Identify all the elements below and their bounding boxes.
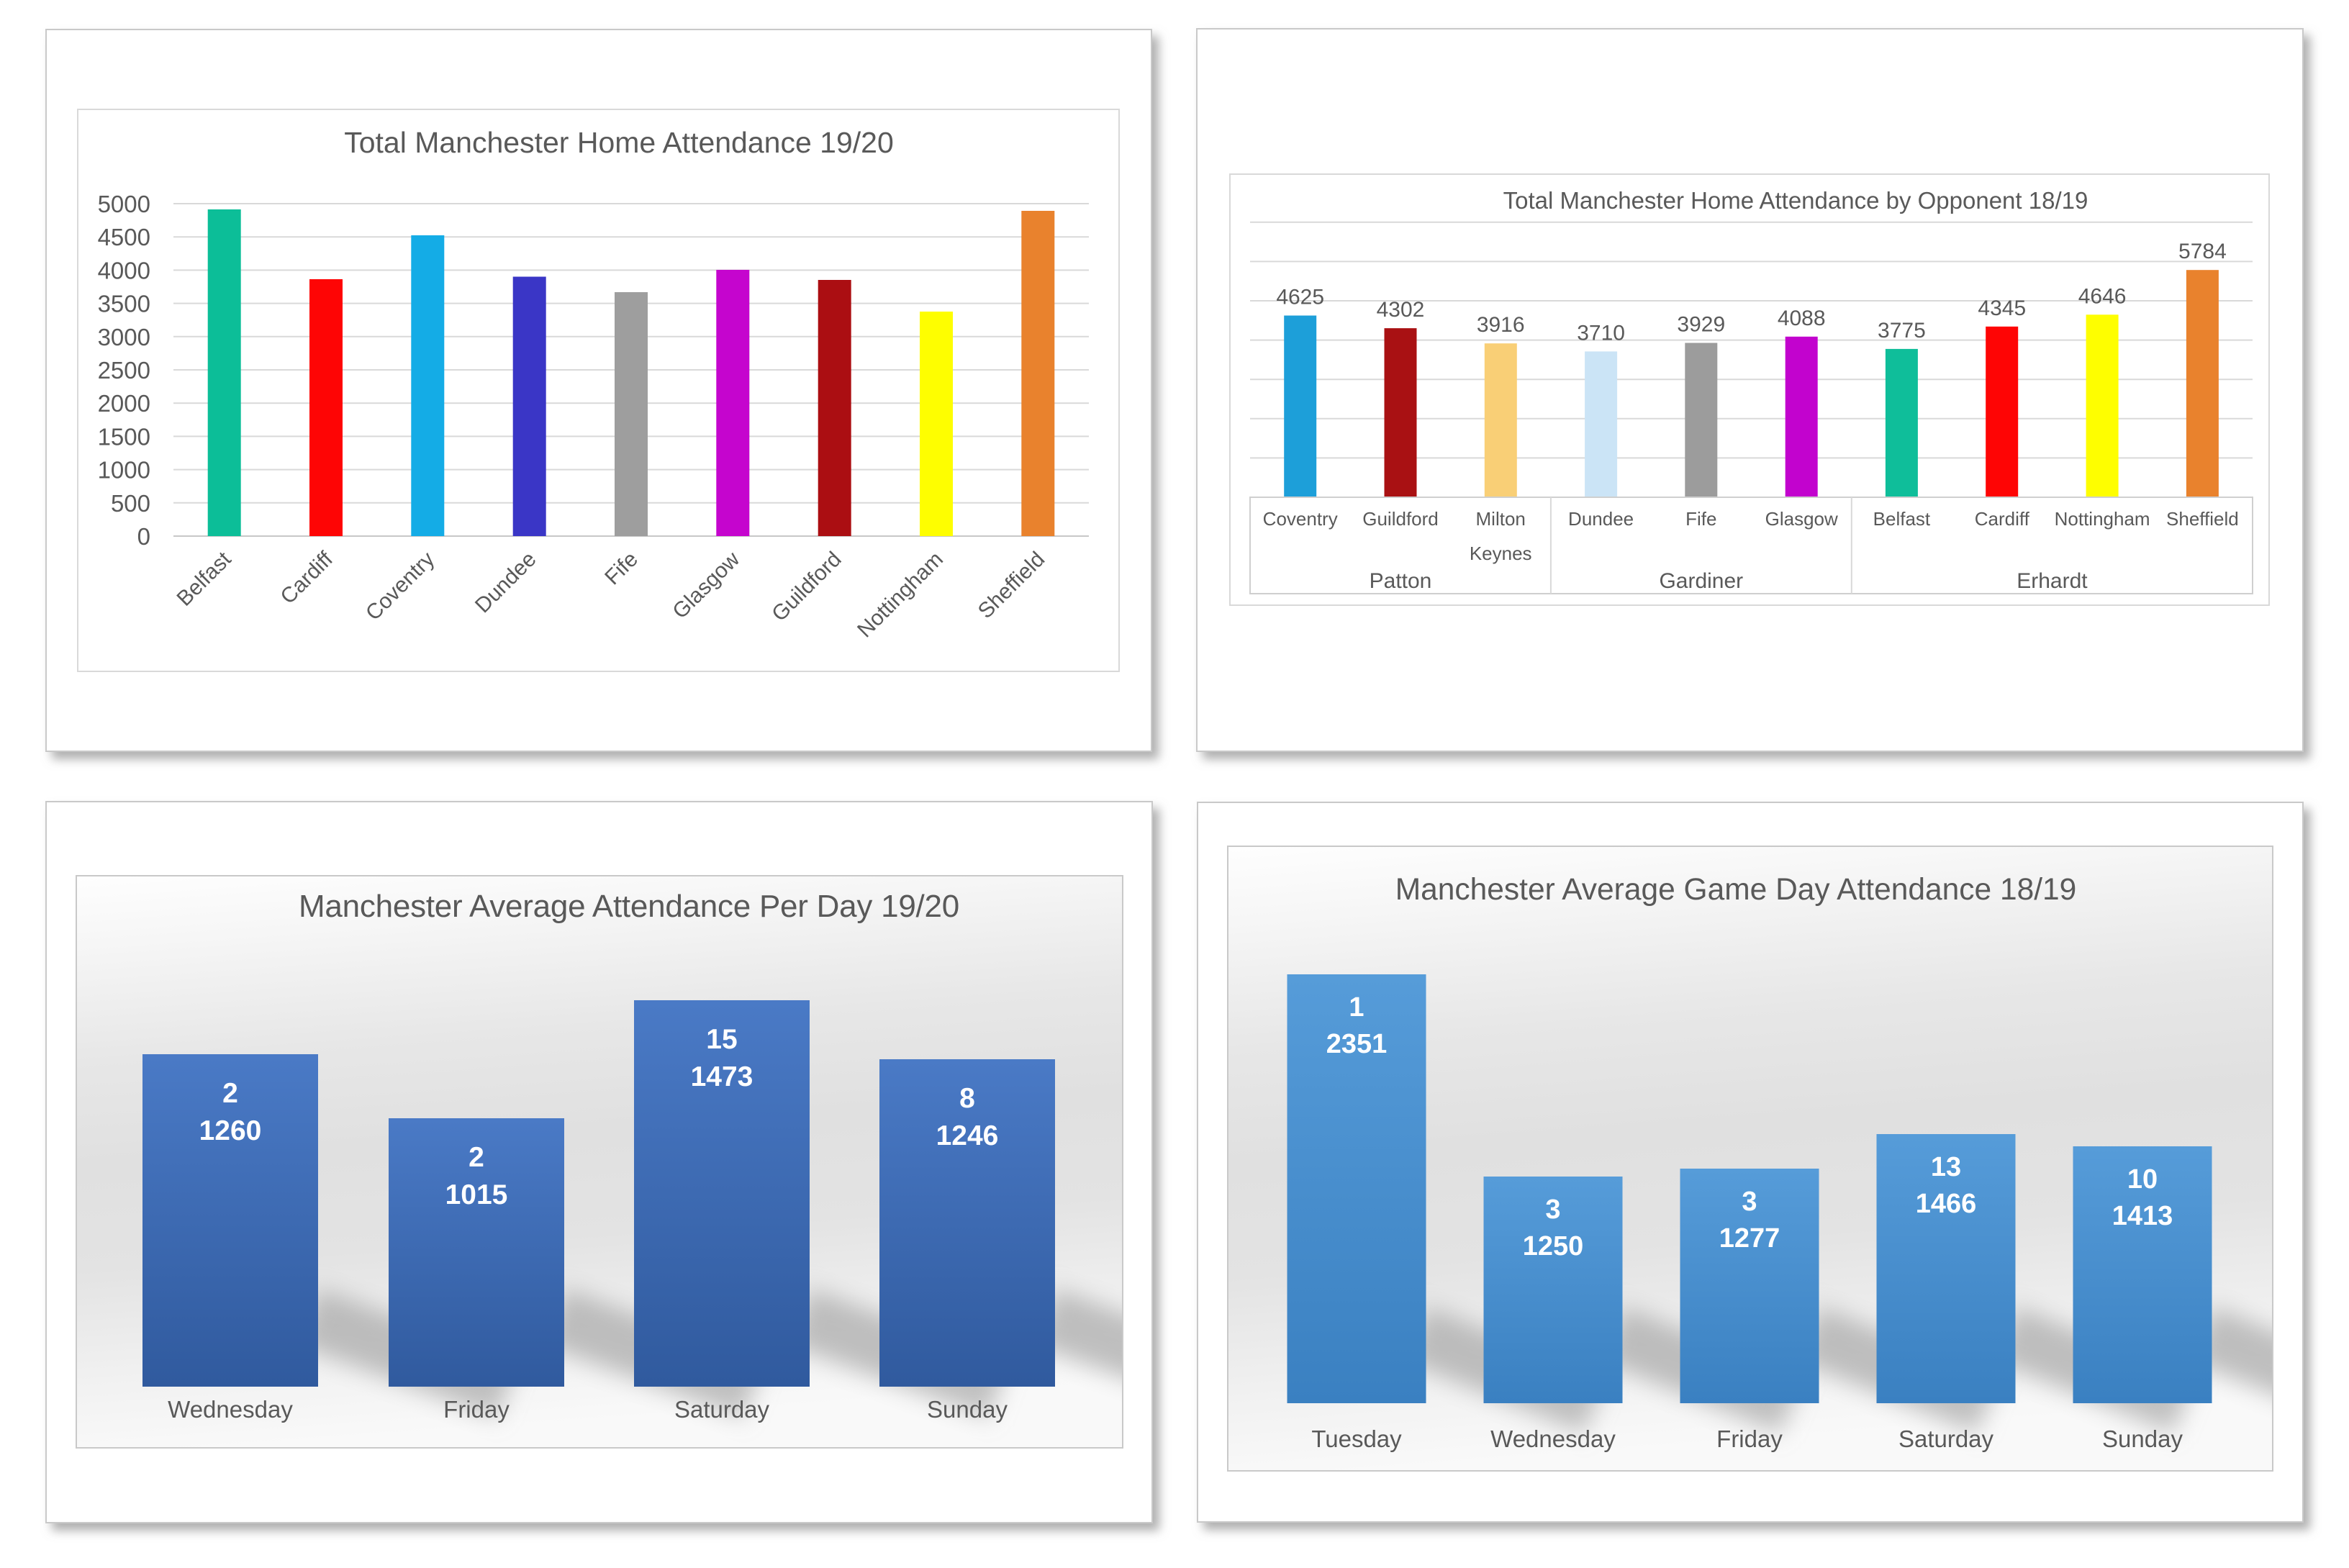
svg-text:Milton: Milton [1476,508,1526,530]
svg-text:3710: 3710 [1577,321,1625,345]
svg-text:Gardiner: Gardiner [1659,569,1743,593]
svg-text:3775: 3775 [1878,319,1926,343]
svg-text:2351: 2351 [1326,1029,1388,1059]
svg-text:2500: 2500 [98,357,150,384]
svg-text:1466: 1466 [1916,1189,1977,1219]
svg-text:4088: 4088 [1778,307,1826,330]
svg-text:3: 3 [1545,1195,1560,1225]
svg-text:Keynes: Keynes [1470,543,1532,564]
svg-text:0: 0 [137,523,150,550]
svg-text:4345: 4345 [1978,296,2026,320]
svg-text:Patton: Patton [1370,569,1432,593]
svg-text:Dundee: Dundee [1568,508,1634,530]
svg-text:Wednesday: Wednesday [1490,1426,1616,1452]
svg-text:15: 15 [706,1024,737,1055]
svg-text:Tuesday: Tuesday [1311,1426,1402,1452]
svg-text:1250: 1250 [1523,1231,1584,1261]
svg-text:Saturday: Saturday [1898,1426,1994,1452]
svg-text:Friday: Friday [1716,1426,1783,1452]
svg-text:4500: 4500 [98,224,150,250]
svg-text:4000: 4000 [98,257,150,284]
svg-text:3000: 3000 [98,324,150,350]
svg-text:Cardiff: Cardiff [1975,508,2030,530]
svg-text:4302: 4302 [1377,298,1425,322]
svg-text:5784: 5784 [2178,240,2227,263]
svg-text:1413: 1413 [2112,1201,2173,1231]
svg-text:Belfast: Belfast [1873,508,1931,530]
svg-text:Guildford: Guildford [1362,508,1439,530]
svg-text:Manchester Average Attendance: Manchester Average Attendance Per Day 19… [299,889,959,924]
svg-text:Nottingham: Nottingham [2055,508,2150,530]
svg-text:Fife: Fife [1685,508,1716,530]
svg-text:1246: 1246 [936,1120,999,1151]
svg-text:1500: 1500 [98,423,150,450]
svg-text:13: 13 [1931,1152,1961,1182]
svg-text:Coventry: Coventry [1263,508,1338,530]
svg-text:Glasgow: Glasgow [1765,508,1838,530]
svg-text:3500: 3500 [98,291,150,317]
svg-text:1015: 1015 [445,1179,508,1210]
svg-text:8: 8 [959,1083,975,1114]
svg-text:Sunday: Sunday [927,1396,1008,1423]
svg-text:Saturday: Saturday [674,1396,770,1423]
svg-text:Total Manchester Home Attendan: Total Manchester Home Attendance 19/20 [344,126,894,159]
svg-text:Sheffield: Sheffield [2166,508,2239,530]
svg-text:Total Manchester Home Attendan: Total Manchester Home Attendance by Oppo… [1503,187,2088,214]
svg-text:2: 2 [469,1142,484,1173]
svg-text:4646: 4646 [2078,284,2127,308]
svg-text:500: 500 [111,490,150,517]
svg-text:4625: 4625 [1276,286,1324,309]
svg-text:Erhardt: Erhardt [2017,569,2088,593]
svg-text:1473: 1473 [691,1061,753,1092]
svg-text:Manchester Average Game Day At: Manchester Average Game Day Attendance 1… [1395,873,2077,907]
svg-text:2000: 2000 [98,390,150,417]
svg-text:2: 2 [222,1078,238,1109]
svg-text:Friday: Friday [443,1396,510,1423]
svg-text:1000: 1000 [98,457,150,484]
svg-text:5000: 5000 [98,191,150,217]
svg-text:3916: 3916 [1477,313,1525,337]
svg-text:1260: 1260 [199,1115,262,1146]
svg-text:3929: 3929 [1677,313,1725,337]
svg-text:1277: 1277 [1719,1223,1780,1254]
svg-text:Wednesday: Wednesday [168,1396,293,1423]
svg-text:Sunday: Sunday [2102,1426,2183,1452]
svg-text:10: 10 [2127,1164,2158,1195]
svg-text:3: 3 [1742,1187,1757,1217]
svg-text:1: 1 [1349,992,1364,1023]
